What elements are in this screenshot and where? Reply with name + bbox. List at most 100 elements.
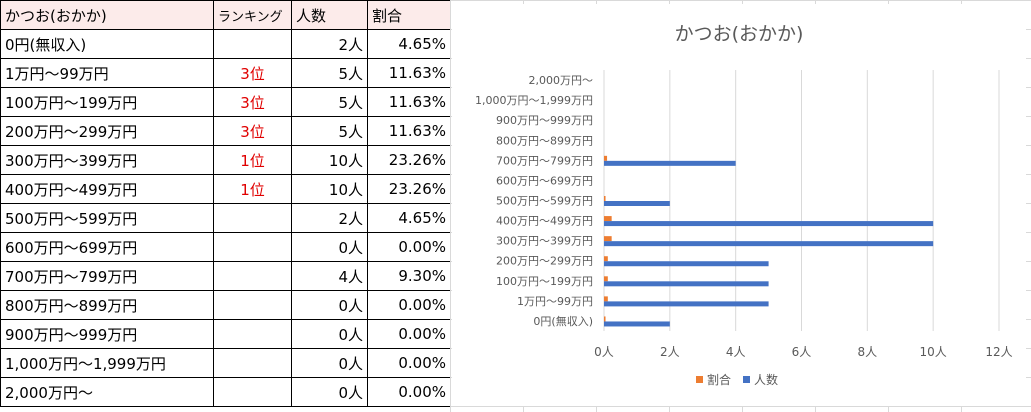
legend-swatch-count [743, 376, 750, 383]
row-rank-cell[interactable] [213, 203, 292, 233]
bar-ratio [604, 296, 608, 302]
x-tick-label: 8人 [858, 345, 878, 359]
y-tick-label: 500万円～599万円 [496, 195, 593, 208]
row-rank-cell[interactable]: 1位 [213, 174, 292, 204]
bar-count [604, 301, 769, 307]
row-rank-cell[interactable] [213, 232, 292, 262]
table-row: 800万円～899万円 0人 0.00% [0, 290, 451, 320]
row-ratio-cell[interactable]: 9.30% [367, 261, 451, 291]
row-count-cell[interactable]: 4人 [291, 261, 368, 291]
row-count-cell[interactable]: 2人 [291, 29, 368, 59]
chart-title: かつお(おかか) [675, 23, 804, 45]
row-ratio-cell[interactable]: 4.65% [367, 29, 451, 59]
row-rank-cell[interactable] [213, 261, 292, 291]
row-name-cell[interactable]: 600万円～699万円 [0, 232, 214, 262]
row-rank-cell[interactable] [213, 319, 292, 349]
row-name-cell[interactable]: 0円(無収入) [0, 29, 214, 59]
row-ratio-cell[interactable]: 0.00% [367, 319, 451, 349]
bar-count [604, 241, 934, 247]
row-rank-cell[interactable] [213, 29, 292, 59]
row-name-cell[interactable]: 700万円～799万円 [0, 261, 214, 291]
bar-ratio [604, 316, 606, 322]
row-name-cell[interactable]: 800万円～899万円 [0, 290, 214, 320]
row-count-cell[interactable]: 0人 [291, 290, 368, 320]
table-row: 400万円～499万円 1位 10人 23.26% [0, 174, 451, 204]
row-rank-cell[interactable]: 3位 [213, 58, 292, 88]
row-count-cell[interactable]: 10人 [291, 145, 368, 175]
y-tick-label: 2,000万円～ [529, 74, 594, 87]
x-tick-label: 12人 [985, 345, 1012, 359]
row-count-cell[interactable]: 5人 [291, 58, 368, 88]
row-count-cell[interactable]: 0人 [291, 319, 368, 349]
table-row: 900万円～999万円 0人 0.00% [0, 319, 451, 349]
bar-chart: かつお(おかか) 0人 2人 4人 6人 8人 10人 12人 0円(無収入) 1万円～99万円 1… [475, 23, 1013, 387]
row-ratio-cell[interactable]: 11.63% [367, 58, 451, 88]
y-tick-label: 1,000万円～1,999万円 [475, 94, 593, 107]
y-tick-label: 600万円～699万円 [496, 174, 593, 187]
row-count-cell[interactable]: 0人 [291, 232, 368, 262]
bar-count [604, 321, 670, 327]
row-rank-cell[interactable]: 1位 [213, 145, 292, 175]
legend-label-ratio: 割合 [707, 372, 731, 387]
table-row: 0円(無収入) 2人 4.65% [0, 29, 451, 59]
header-count[interactable]: 人数 [291, 0, 368, 30]
table-row: 1万円～99万円 3位 5人 11.63% [0, 58, 451, 88]
legend-swatch-ratio [696, 376, 703, 383]
bar-ratio [604, 196, 606, 201]
y-tick-label: 900万円～999万円 [496, 114, 593, 127]
row-rank-cell[interactable] [213, 290, 292, 320]
y-tick-label: 100万円～199万円 [496, 275, 593, 288]
header-ratio[interactable]: 割合 [367, 0, 451, 30]
x-tick-label: 0人 [594, 345, 614, 359]
row-ratio-cell[interactable]: 0.00% [367, 290, 451, 320]
row-ratio-cell[interactable]: 4.65% [367, 203, 451, 233]
row-count-cell[interactable]: 0人 [291, 348, 368, 378]
row-count-cell[interactable]: 2人 [291, 203, 368, 233]
bar-ratio [604, 216, 612, 222]
row-count-cell[interactable]: 5人 [291, 87, 368, 117]
row-name-cell[interactable]: 1万円～99万円 [0, 58, 214, 88]
row-rank-cell[interactable]: 3位 [213, 116, 292, 146]
row-rank-cell[interactable] [213, 377, 292, 407]
income-table: かつお(おかか) ランキング 人数 割合 0円(無収入) 2人 4.65% 1万円～9… [0, 0, 451, 407]
table-row: 700万円～799万円 4人 9.30% [0, 261, 451, 291]
header-ranking[interactable]: ランキング [213, 0, 292, 30]
row-name-cell[interactable]: 900万円～999万円 [0, 319, 214, 349]
row-name-cell[interactable]: 2,000万円～ [0, 377, 214, 407]
table-header-row: かつお(おかか) ランキング 人数 割合 [0, 0, 451, 30]
table-row: 500万円～599万円 2人 4.65% [0, 203, 451, 233]
row-name-cell[interactable]: 100万円～199万円 [0, 87, 214, 117]
row-name-cell[interactable]: 500万円～599万円 [0, 203, 214, 233]
bar-count [604, 201, 670, 206]
row-count-cell[interactable]: 0人 [291, 377, 368, 407]
y-tick-label: 0円(無収入) [533, 314, 593, 328]
bar-count [604, 281, 769, 287]
y-tick-label: 700万円～799万円 [496, 154, 593, 167]
row-rank-cell[interactable] [213, 348, 292, 378]
header-category[interactable]: かつお(おかか) [0, 0, 214, 30]
row-ratio-cell[interactable]: 0.00% [367, 377, 451, 407]
row-name-cell[interactable]: 1,000万円～1,999万円 [0, 348, 214, 378]
legend-label-count: 人数 [754, 372, 778, 387]
chart-area[interactable]: かつお(おかか) 0人 2人 4人 6人 8人 10人 12人 0円(無収入) 1万円～99万円 1… [452, 4, 1026, 406]
y-tick-label: 300万円～399万円 [496, 235, 593, 248]
row-ratio-cell[interactable]: 0.00% [367, 232, 451, 262]
row-ratio-cell[interactable]: 11.63% [367, 87, 451, 117]
row-ratio-cell[interactable]: 11.63% [367, 116, 451, 146]
bar-count [604, 160, 736, 166]
row-count-cell[interactable]: 5人 [291, 116, 368, 146]
row-ratio-cell[interactable]: 23.26% [367, 174, 451, 204]
bar-count [604, 261, 769, 267]
row-name-cell[interactable]: 200万円～299万円 [0, 116, 214, 146]
row-name-cell[interactable]: 300万円～399万円 [0, 145, 214, 175]
row-count-cell[interactable]: 10人 [291, 174, 368, 204]
bar-ratio [604, 276, 608, 282]
row-name-cell[interactable]: 400万円～499万円 [0, 174, 214, 204]
table-row: 300万円～399万円 1位 10人 23.26% [0, 145, 451, 175]
row-ratio-cell[interactable]: 23.26% [367, 145, 451, 175]
row-ratio-cell[interactable]: 0.00% [367, 348, 451, 378]
row-rank-cell[interactable]: 3位 [213, 87, 292, 117]
table-row: 600万円～699万円 0人 0.00% [0, 232, 451, 262]
x-tick-label: 4人 [726, 345, 746, 359]
y-tick-label: 1万円～99万円 [517, 295, 593, 308]
